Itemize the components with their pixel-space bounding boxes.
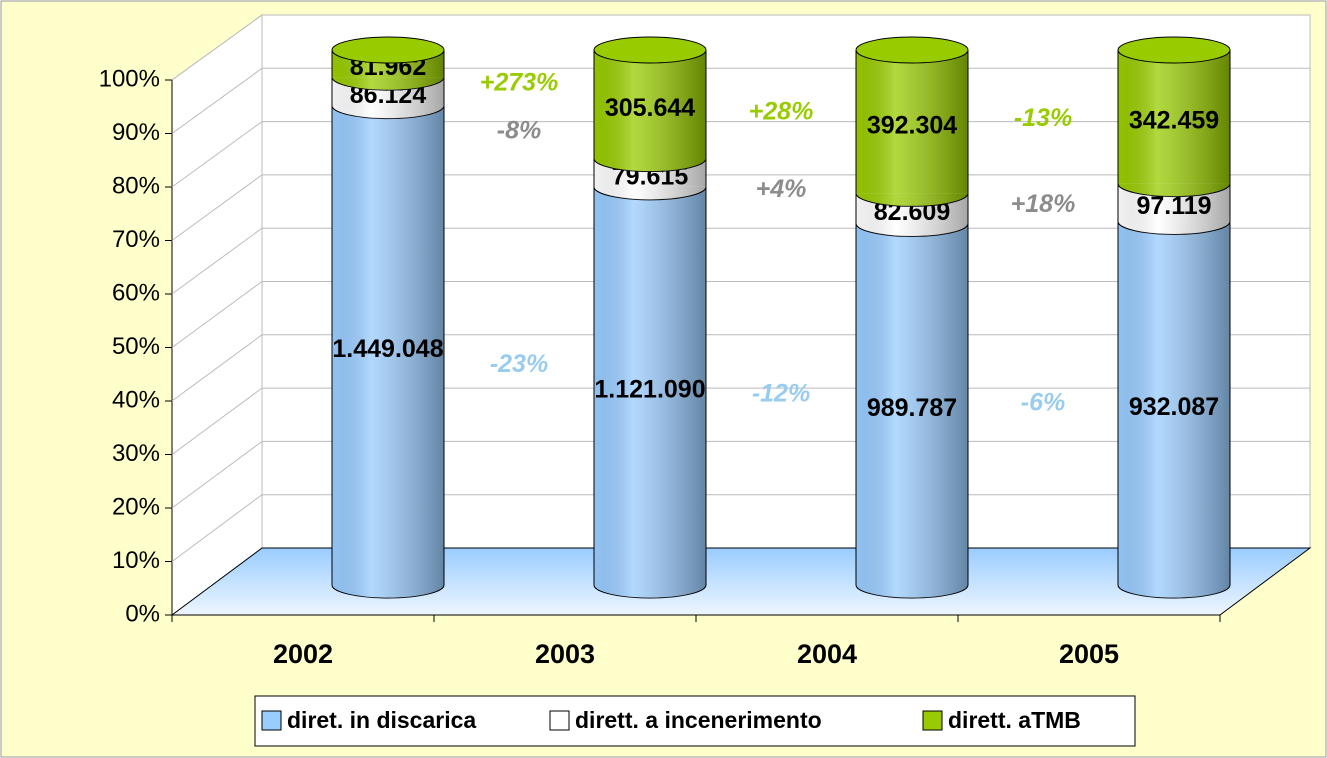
change-label: -8% bbox=[497, 117, 541, 145]
cylinder-bottom-shade bbox=[594, 186, 706, 200]
y-tick-label: 10% bbox=[112, 547, 160, 574]
cylinder-bottom-shade bbox=[594, 158, 706, 172]
grid-line bbox=[171, 14, 1310, 81]
legend-swatch bbox=[922, 710, 943, 731]
cylinder-bottom-shade bbox=[1118, 183, 1230, 197]
change-label: +273% bbox=[480, 69, 559, 97]
cylinder-shade bbox=[594, 186, 706, 585]
cylinder-shade bbox=[594, 50, 706, 159]
x-tick-label: 2005 bbox=[1059, 639, 1119, 669]
value-label: 1.121.090 bbox=[594, 376, 705, 404]
change-label: -23% bbox=[490, 350, 548, 378]
legend-label: dirett. a incenerimento bbox=[575, 707, 822, 733]
cylinder-shade bbox=[332, 105, 444, 585]
y-tick-label: 40% bbox=[112, 386, 160, 413]
value-label: 392.304 bbox=[867, 111, 957, 139]
cylinder-top bbox=[593, 36, 707, 64]
legend-label: dirett. aTMB bbox=[948, 707, 1081, 733]
cylinder-top bbox=[855, 36, 969, 64]
y-tick-label: 0% bbox=[125, 600, 160, 627]
cylinder-top bbox=[1117, 36, 1231, 64]
y-tick-label: 50% bbox=[112, 333, 160, 360]
x-tick-label: 2003 bbox=[535, 639, 595, 669]
value-label: 989.787 bbox=[867, 394, 957, 422]
y-tick-label: 80% bbox=[112, 172, 160, 199]
change-label: +28% bbox=[749, 98, 814, 126]
cylinder-shade bbox=[856, 50, 968, 194]
value-label: 305.644 bbox=[605, 94, 695, 122]
legend-swatch bbox=[549, 710, 570, 731]
change-label: +4% bbox=[756, 175, 807, 203]
cylinder-bottom-shade bbox=[332, 585, 444, 598]
y-tick-label: 100% bbox=[99, 65, 160, 92]
change-label: +18% bbox=[1011, 190, 1076, 218]
cylinder-bottom-shade bbox=[332, 105, 444, 119]
y-tick-label: 30% bbox=[112, 440, 160, 467]
legend-swatch bbox=[261, 710, 282, 731]
change-label: -6% bbox=[1021, 388, 1065, 416]
legend-label: diret. in discarica bbox=[287, 707, 476, 733]
y-tick-label: 60% bbox=[112, 279, 160, 306]
cylinder-bottom-shade bbox=[332, 77, 444, 91]
legend bbox=[254, 695, 1136, 747]
value-label: 932.087 bbox=[1129, 393, 1219, 421]
cylinder-bottom-shade bbox=[856, 223, 969, 237]
y-tick-label: 20% bbox=[112, 493, 160, 520]
cylinder-bottom-shade bbox=[1118, 221, 1230, 235]
cylinder-shade bbox=[1118, 50, 1230, 184]
cylinder-top bbox=[331, 36, 445, 64]
cylinder-bottom-shade bbox=[594, 585, 706, 598]
y-tick-label: 70% bbox=[112, 226, 160, 253]
cylinder-shade bbox=[1118, 221, 1230, 585]
change-label: -12% bbox=[752, 380, 810, 408]
y-tick-label: 90% bbox=[112, 119, 160, 146]
x-tick-label: 2002 bbox=[273, 639, 333, 669]
value-label: 342.459 bbox=[1129, 106, 1219, 134]
x-tick-label: 2004 bbox=[797, 639, 857, 669]
cylinder-shade bbox=[856, 223, 968, 586]
cylinder-bottom-shade bbox=[856, 585, 968, 598]
value-label: 1.449.048 bbox=[332, 335, 443, 363]
cylinder-bottom-shade bbox=[856, 193, 969, 207]
change-label: -13% bbox=[1014, 104, 1072, 132]
cylinder-bottom-shade bbox=[1118, 585, 1230, 598]
